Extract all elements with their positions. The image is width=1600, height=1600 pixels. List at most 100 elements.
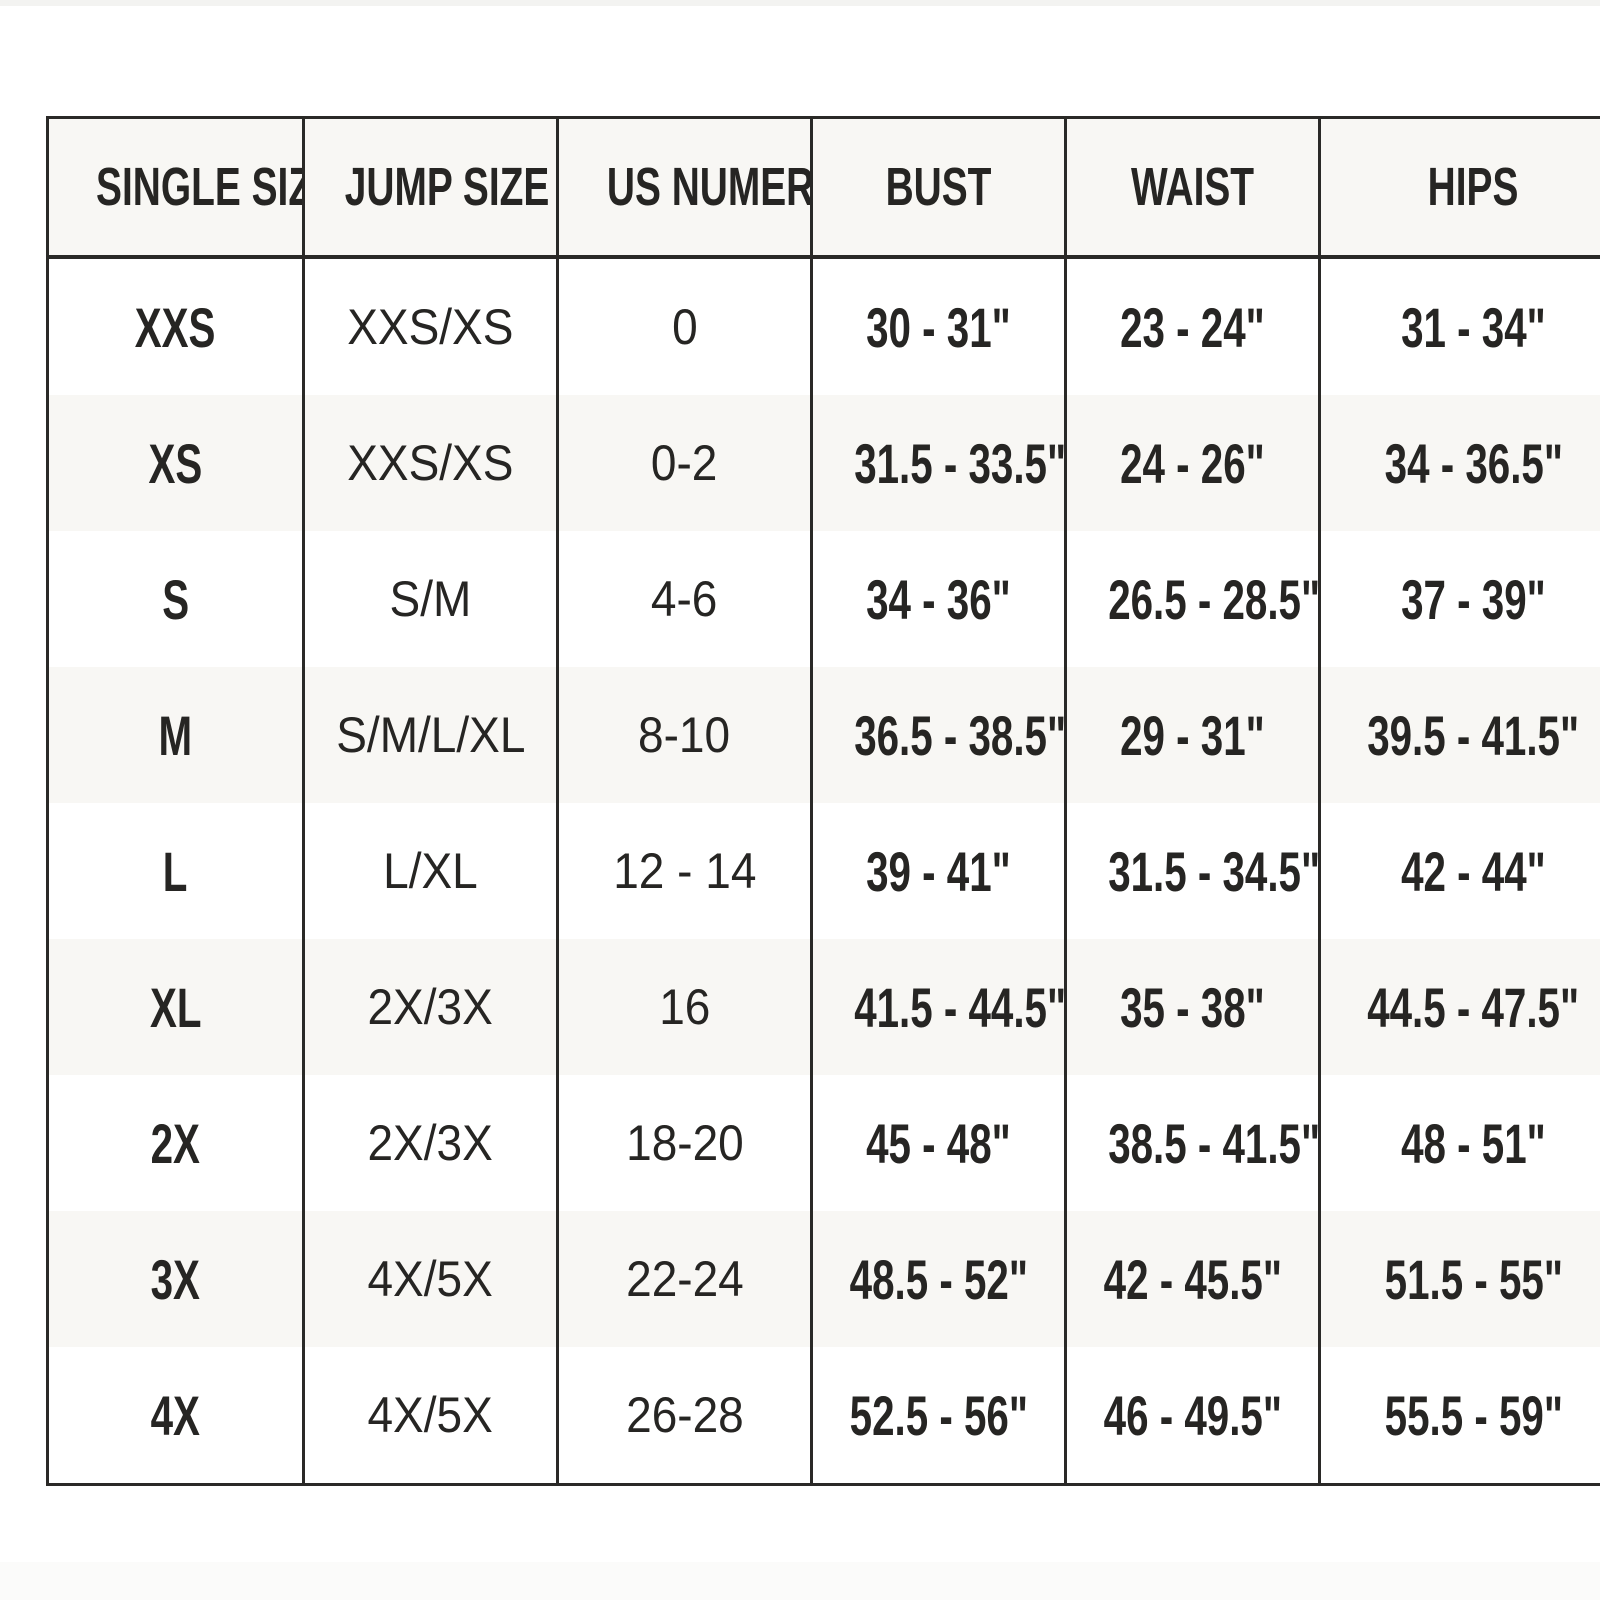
cell-value: 4X/5X [367,1387,494,1443]
table-cell: 52.5 - 56" [810,1347,1067,1486]
bottom-strip [0,1562,1600,1600]
table-cell: 31.5 - 33.5" [810,395,1067,531]
table-cell: 22-24 [556,1211,813,1347]
cell-value: 31.5 - 34.5" [1108,839,1320,903]
cell-value: 48 - 51" [1401,1111,1546,1175]
cell-value: XXS/XS [347,299,514,355]
table-row: 2X 2X/3X 18-20 45 - 48" 38.5 - 41.5" 48 - 51" [46,1075,1600,1211]
header-row: SINGLE SIZE JUMP SIZE US NUMERIC BUST WAIST H… [46,116,1600,259]
column-header: BUST [810,116,1067,259]
cell-value: 23 - 24" [1120,295,1265,359]
table-cell: L [46,803,305,939]
cell-value: 55.5 - 59" [1384,1383,1563,1447]
cell-value: 38.5 - 41.5" [1108,1111,1320,1175]
table-cell: 4X/5X [302,1211,559,1347]
cell-value: 31 - 34" [1401,295,1546,359]
cell-value: 4X/5X [367,1251,494,1307]
cell-value: 8-10 [638,707,731,763]
cell-value: 34 - 36.5" [1384,431,1563,495]
cell-value: 51.5 - 55" [1384,1247,1563,1311]
cell-value: L/XL [383,843,478,899]
table-cell: 45 - 48" [810,1075,1067,1211]
table-row: 3X 4X/5X 22-24 48.5 - 52" 42 - 45.5" 51.5 - 5… [46,1211,1600,1347]
cell-value: S [162,567,189,631]
column-header-label: WAIST [1130,157,1255,217]
cell-value: 3X [150,1247,201,1311]
table-cell: 12 - 14 [556,803,813,939]
cell-value: 2X/3X [367,979,494,1035]
cell-value: 52.5 - 56" [849,1383,1028,1447]
cell-value: 42 - 45.5" [1103,1247,1282,1311]
cell-value: 16 [658,979,711,1035]
table-cell: 2X [46,1075,305,1211]
table-cell: 23 - 24" [1064,257,1321,395]
table-cell: 26.5 - 28.5" [1064,531,1321,667]
column-header: HIPS [1318,116,1600,259]
table-cell: S [46,531,305,667]
table-cell: XXS/XS [302,257,559,395]
column-header-label: SINGLE SIZE [96,157,300,217]
table-cell: 39 - 41" [810,803,1067,939]
cell-value: 30 - 31" [866,295,1011,359]
table-cell: 29 - 31" [1064,667,1321,803]
cell-value: 22-24 [625,1251,744,1307]
table-cell: XXS [46,257,305,395]
table-cell: 42 - 45.5" [1064,1211,1321,1347]
cell-value: 39 - 41" [866,839,1011,903]
column-header-label: JUMP SIZE [344,157,550,217]
table-cell: L/XL [302,803,559,939]
cell-value: 35 - 38" [1120,975,1265,1039]
column-header: SINGLE SIZE [46,116,305,259]
table-cell: 31 - 34" [1318,257,1600,395]
table-cell: 4-6 [556,531,813,667]
cell-value: 45 - 48" [866,1111,1011,1175]
size-chart-table: SINGLE SIZE JUMP SIZE US NUMERIC BUST WAIST H… [46,116,1600,1486]
table-cell: 3X [46,1211,305,1347]
table-cell: 48.5 - 52" [810,1211,1067,1347]
table-cell: 39.5 - 41.5" [1318,667,1600,803]
cell-value: XL [149,975,202,1039]
table-row: M S/M/L/XL 8-10 36.5 - 38.5" 29 - 31" 39.5 - … [46,667,1600,803]
cell-value: L [163,839,188,903]
table-cell: 2X/3X [302,939,559,1075]
table-cell: 8-10 [556,667,813,803]
table-cell: XS [46,395,305,531]
cell-value: 4X [150,1383,201,1447]
cell-value: S/M [389,571,472,627]
cell-value: 41.5 - 44.5" [854,975,1066,1039]
table-row: S S/M 4-6 34 - 36" 26.5 - 28.5" 37 - 39" [46,531,1600,667]
table-cell: 55.5 - 59" [1318,1347,1600,1486]
table-cell: 30 - 31" [810,257,1067,395]
table-cell: 42 - 44" [1318,803,1600,939]
table-cell: 2X/3X [302,1075,559,1211]
cell-value: 2X/3X [367,1115,494,1171]
table-row: XS XXS/XS 0-2 31.5 - 33.5" 24 - 26" 34 - 36.5… [46,395,1600,531]
cell-value: 0-2 [651,435,718,491]
table-cell: 46 - 49.5" [1064,1347,1321,1486]
table-row: XXS XXS/XS 0 30 - 31" 23 - 24" 31 - 34" [46,257,1600,395]
table-cell: S/M [302,531,559,667]
table-row: 4X 4X/5X 26-28 52.5 - 56" 46 - 49.5" 55.5 - 5… [46,1347,1600,1486]
cell-value: 31.5 - 33.5" [854,431,1066,495]
top-strip [0,0,1600,6]
cell-value: 24 - 26" [1120,431,1265,495]
cell-value: S/M/L/XL [335,707,526,763]
table-cell: S/M/L/XL [302,667,559,803]
cell-value: 48.5 - 52" [849,1247,1028,1311]
table-cell: XL [46,939,305,1075]
table-cell: 38.5 - 41.5" [1064,1075,1321,1211]
table-cell: 4X/5X [302,1347,559,1486]
table-cell: 34 - 36" [810,531,1067,667]
table-cell: XXS/XS [302,395,559,531]
cell-value: XXS [135,295,216,359]
column-header: US NUMERIC [556,116,813,259]
cell-value: XS [148,431,203,495]
table-cell: 0 [556,257,813,395]
column-header-label: BUST [885,157,992,217]
cell-value: 29 - 31" [1120,703,1265,767]
table-cell: 34 - 36.5" [1318,395,1600,531]
table-cell: 44.5 - 47.5" [1318,939,1600,1075]
table-cell: 41.5 - 44.5" [810,939,1067,1075]
cell-value: 39.5 - 41.5" [1367,703,1580,767]
column-header-label: US NUMERIC [606,157,812,217]
